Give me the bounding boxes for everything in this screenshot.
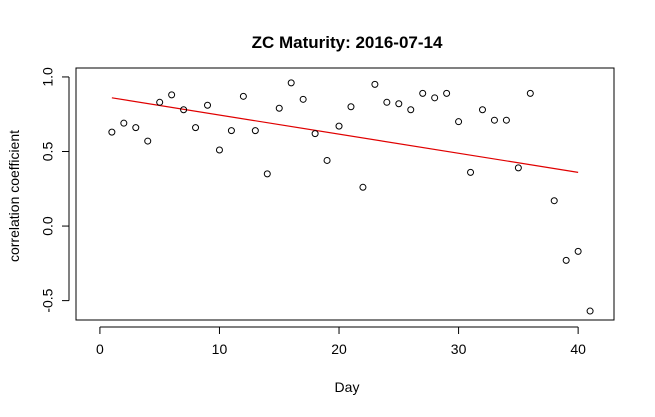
y-tick-label: 0.0	[40, 216, 56, 236]
data-point	[514, 164, 522, 172]
data-point	[383, 98, 391, 106]
data-point	[467, 168, 475, 176]
data-point	[132, 124, 140, 132]
data-point	[562, 256, 570, 264]
trend-layer	[111, 97, 579, 173]
data-point	[120, 119, 128, 127]
data-point	[490, 116, 498, 124]
data-point	[215, 146, 223, 154]
x-axis: 0 10 20 30 40	[96, 326, 586, 357]
data-point	[431, 94, 439, 102]
data-point	[502, 116, 510, 124]
data-point	[287, 79, 295, 87]
data-point	[227, 127, 235, 135]
plot-area-frame	[75, 67, 615, 321]
data-point	[359, 183, 367, 191]
y-axis: -0.5 0.0 0.5 1.0	[40, 67, 70, 313]
data-point	[323, 156, 331, 164]
x-tick-label: 10	[212, 341, 228, 357]
data-point	[204, 101, 212, 109]
data-point	[144, 137, 152, 145]
data-point	[251, 127, 259, 135]
data-point	[586, 307, 594, 315]
data-point	[263, 170, 271, 178]
data-point	[455, 118, 463, 126]
data-point	[443, 89, 451, 97]
chart-title: ZC Maturity: 2016-07-14	[252, 33, 443, 52]
data-point	[526, 89, 534, 97]
x-tick-label: 30	[451, 341, 467, 357]
data-point	[478, 106, 486, 114]
y-tick-label: 0.5	[40, 142, 56, 162]
data-point	[371, 80, 379, 88]
data-point	[347, 103, 355, 111]
y-tick-label: -0.5	[40, 288, 56, 312]
x-tick-label: 0	[96, 341, 104, 357]
data-point	[108, 128, 116, 136]
data-point	[299, 95, 307, 103]
y-tick-label: 1.0	[40, 67, 56, 87]
data-point	[192, 124, 200, 132]
x-axis-label: Day	[335, 379, 360, 395]
x-tick-label: 20	[331, 341, 347, 357]
data-point	[395, 100, 403, 108]
data-point	[335, 122, 343, 130]
x-tick-label: 40	[570, 341, 586, 357]
data-point	[180, 106, 188, 114]
y-axis-label: correlation coefficient	[6, 130, 22, 262]
data-point	[311, 130, 319, 138]
points-layer	[108, 79, 594, 315]
data-point	[275, 104, 283, 112]
data-point	[407, 106, 415, 114]
data-point	[550, 197, 558, 205]
data-point	[419, 89, 427, 97]
data-point	[239, 92, 247, 100]
trend-line	[111, 97, 579, 173]
data-point	[574, 247, 582, 255]
data-point	[156, 98, 164, 106]
data-point	[168, 91, 176, 99]
